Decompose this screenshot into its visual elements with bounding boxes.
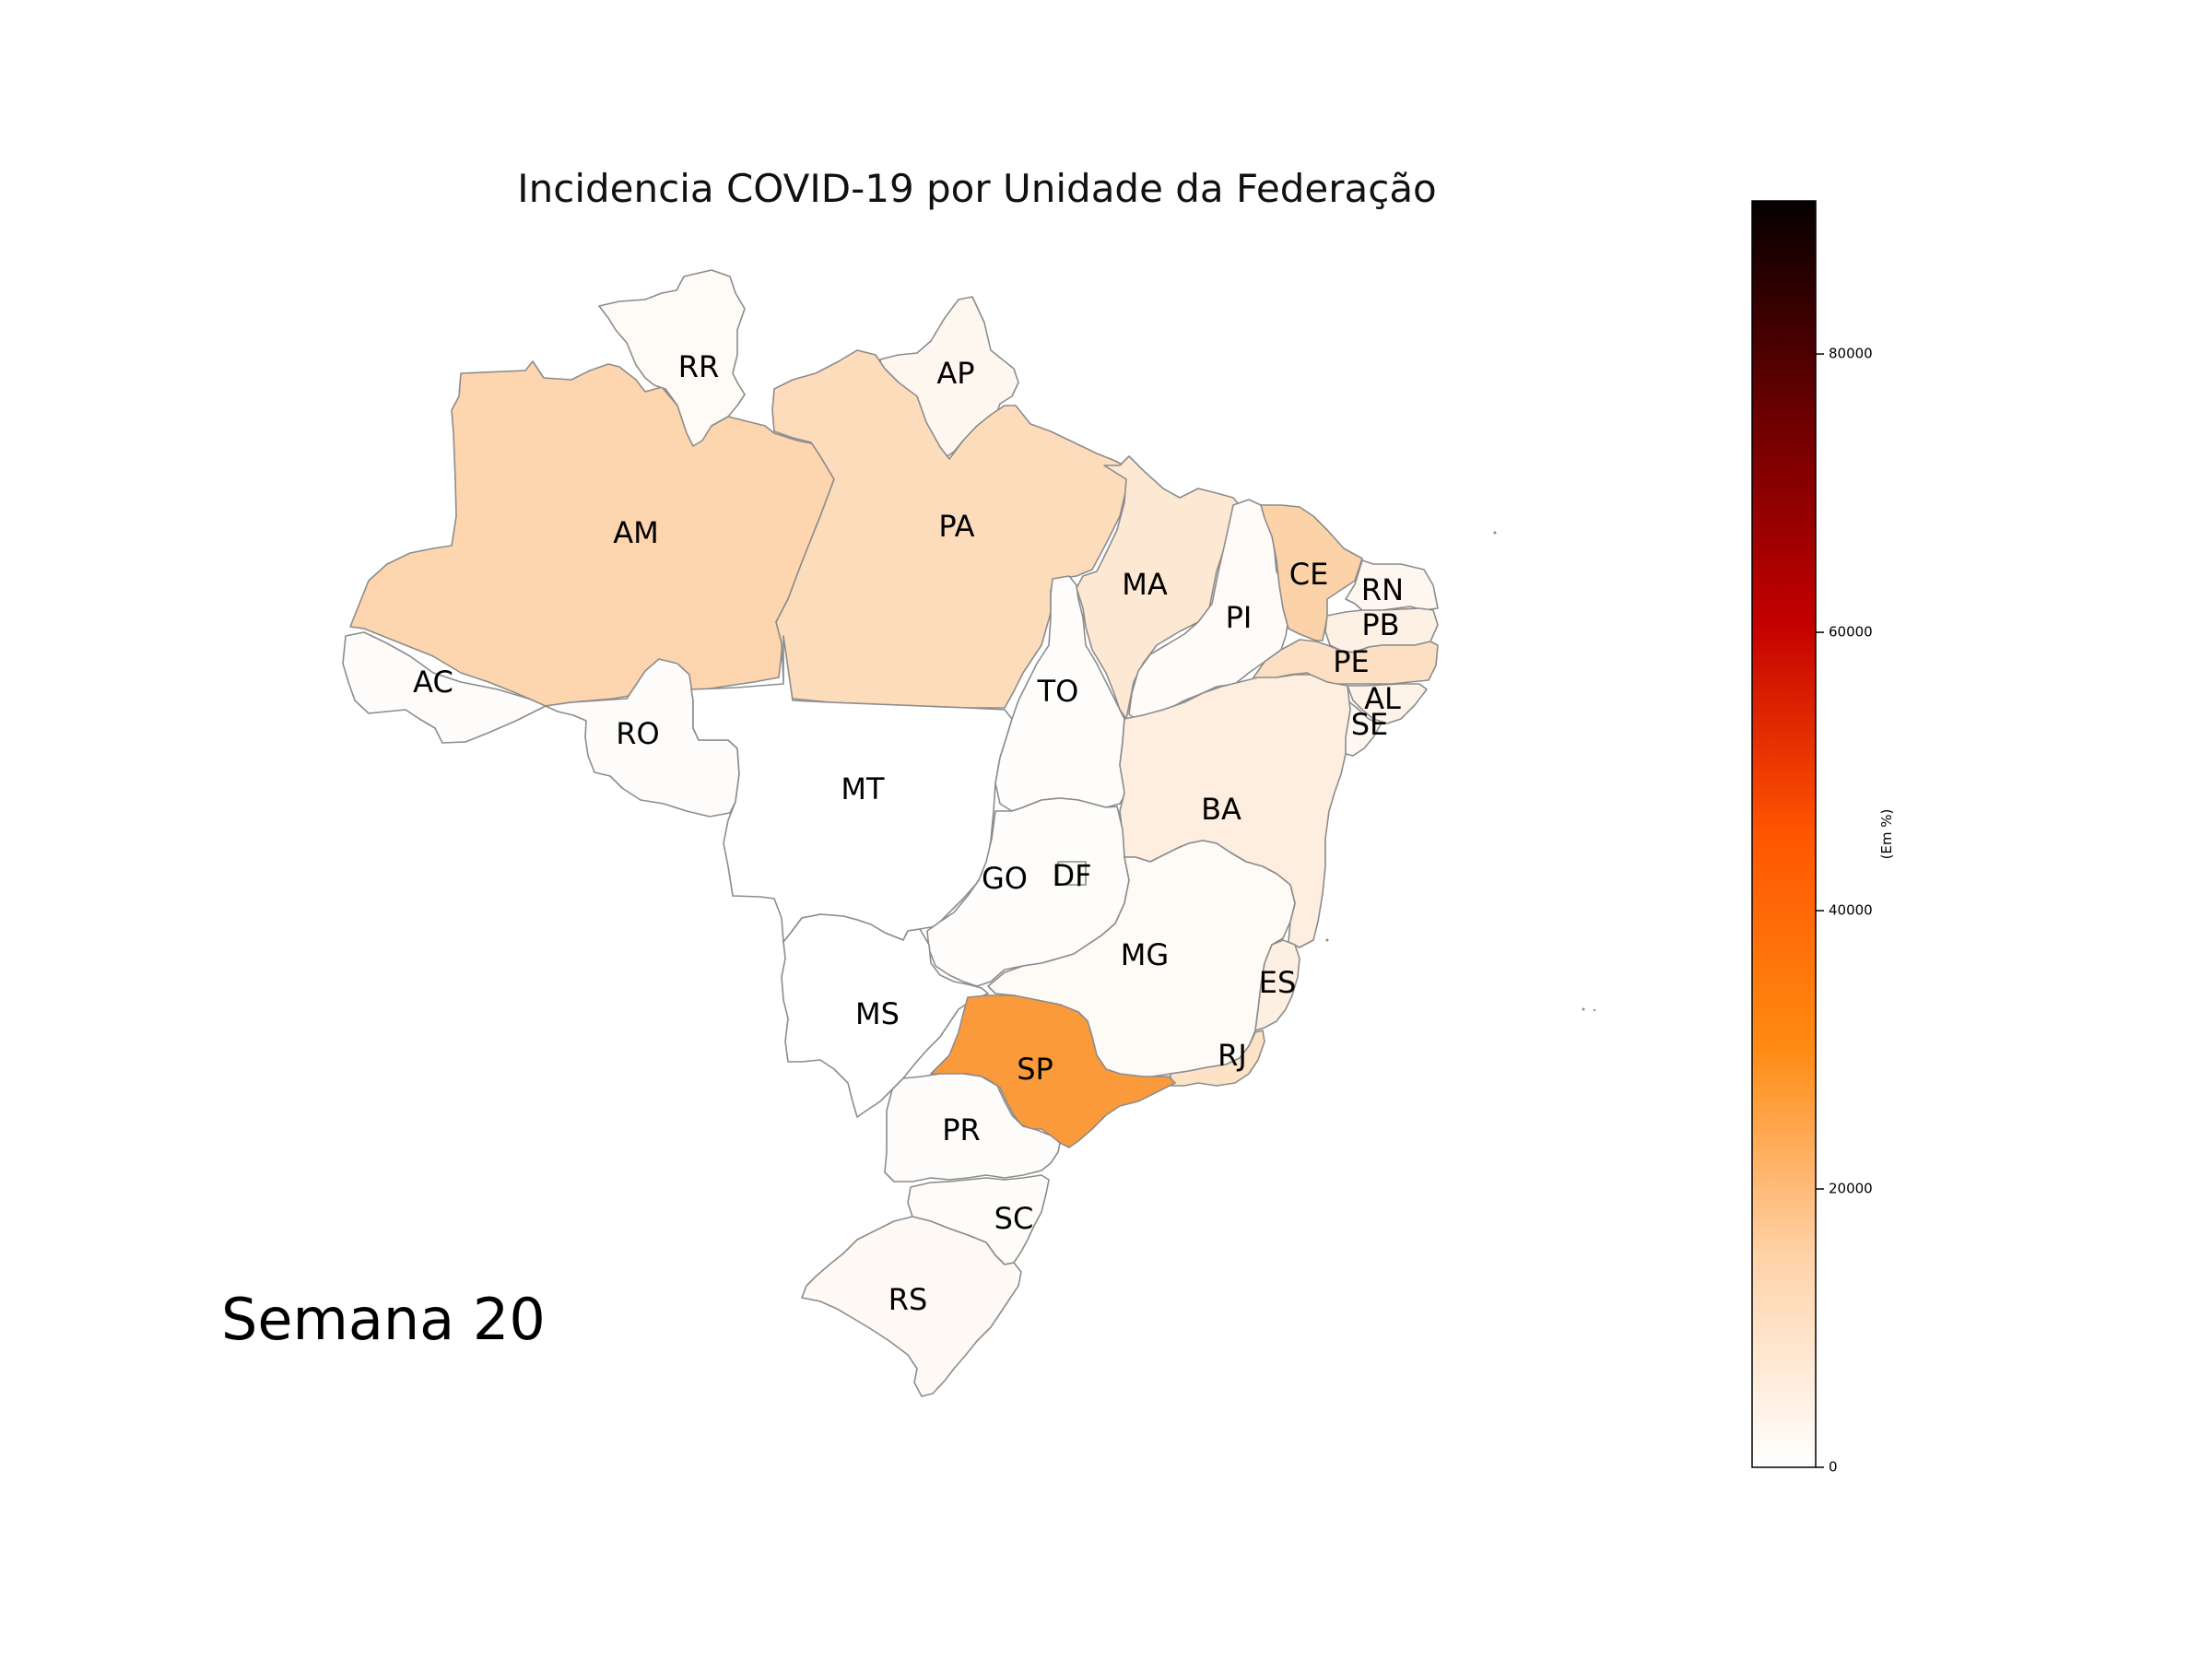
colorbar-tick-label: 60000 <box>1829 624 1873 641</box>
island-speck <box>1582 1007 1585 1011</box>
state-label-rj: RJ <box>1218 1038 1247 1073</box>
state-label-rs: RS <box>888 1282 928 1317</box>
state-label-rr: RR <box>678 349 719 384</box>
state-label-es: ES <box>1259 965 1297 1000</box>
state-pa <box>771 349 1130 709</box>
state-pr <box>884 1073 1061 1182</box>
state-label-ac: AC <box>413 665 453 700</box>
state-label-go: GO <box>982 861 1028 896</box>
state-pe <box>1253 639 1439 685</box>
state-label-sp: SP <box>1017 1052 1053 1087</box>
colorbar-tick-label: 0 <box>1829 1459 1838 1476</box>
state-label-mg: MG <box>1121 937 1169 972</box>
state-label-ap: AP <box>936 356 974 391</box>
state-label-to: TO <box>1037 674 1079 709</box>
state-rs <box>801 1216 1022 1397</box>
island-speck <box>1493 531 1497 535</box>
state-label-al: AL <box>1364 681 1401 716</box>
state-ms <box>781 913 989 1118</box>
state-label-pi: PI <box>1226 600 1253 635</box>
state-rr <box>598 269 746 447</box>
state-al <box>1347 683 1428 724</box>
state-label-am: AM <box>613 515 659 550</box>
state-label-ma: MA <box>1122 567 1168 602</box>
state-label-pb: PB <box>1361 607 1399 642</box>
colorbar-tick-label: 40000 <box>1829 902 1873 919</box>
state-label-pa: PA <box>938 509 974 544</box>
state-label-ce: CE <box>1289 557 1329 592</box>
island-speck <box>1325 938 1329 942</box>
state-pi <box>1128 499 1291 722</box>
state-label-ro: RO <box>616 716 659 751</box>
state-rj <box>1170 1030 1265 1087</box>
colorbar-gradient <box>1751 200 1817 1468</box>
state-ac <box>342 631 547 744</box>
state-label-sc: SC <box>994 1201 1034 1236</box>
colorbar-tick-label: 20000 <box>1829 1181 1873 1197</box>
state-label-se: SE <box>1351 707 1389 742</box>
state-label-ms: MS <box>855 996 900 1031</box>
state-label-df: DF <box>1052 858 1091 893</box>
state-am <box>349 360 835 707</box>
state-label-pe: PE <box>1333 644 1370 679</box>
state-label-mt: MT <box>841 771 885 806</box>
map-title: Incidencia COVID-19 por Unidade da Feder… <box>517 166 1437 211</box>
state-label-ba: BA <box>1201 792 1241 827</box>
state-label-pr: PR <box>942 1112 981 1147</box>
week-label: Semana 20 <box>221 1286 546 1353</box>
island-speck <box>1593 1008 1596 1012</box>
colorbar-label: (Em %) <box>1878 809 1895 860</box>
state-es <box>1254 939 1300 1031</box>
state-df <box>1057 861 1087 886</box>
state-label-rn: RN <box>1361 572 1404 607</box>
colorbar-tick-label: 80000 <box>1829 346 1873 362</box>
